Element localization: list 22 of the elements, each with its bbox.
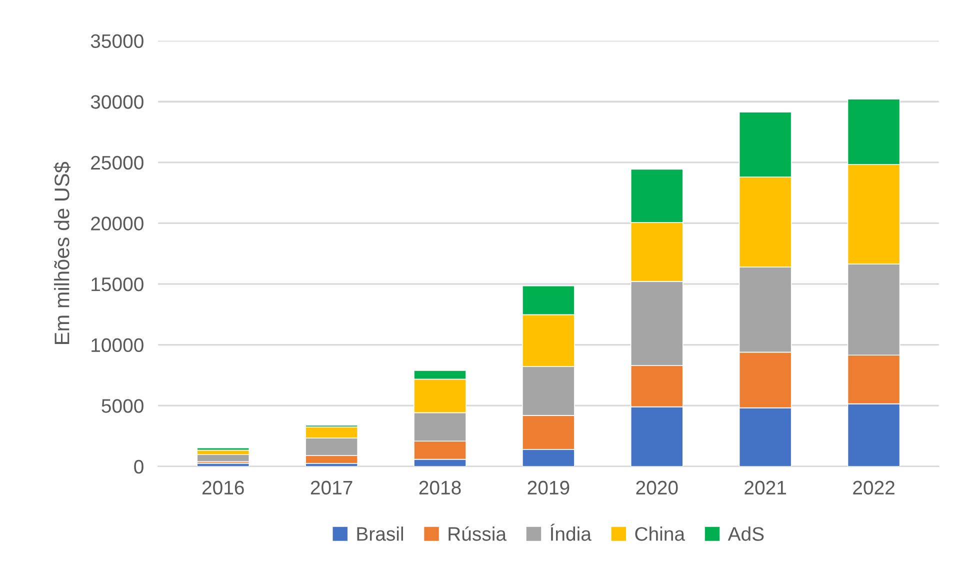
x-tick-label: 2018 — [419, 480, 461, 495]
y-tick-label: 5000 — [102, 399, 144, 413]
y-axis-title: Em milhões de US$ — [54, 162, 71, 344]
x-tick-label: 2021 — [744, 480, 786, 495]
legend-label: Brasil — [357, 526, 403, 541]
x-tick-label: 2016 — [202, 480, 244, 495]
y-tick-label: 20000 — [91, 216, 144, 230]
legend-label: Rússia — [448, 526, 507, 541]
y-tick-label: 0 — [134, 460, 144, 474]
y-tick-label: 10000 — [92, 338, 144, 352]
y-tick-label: 15000 — [92, 277, 144, 292]
x-tick-label: 2017 — [310, 480, 352, 495]
bar — [196, 447, 250, 451]
x-tick-label: 2019 — [528, 480, 570, 495]
y-tick-label: 30000 — [90, 95, 144, 109]
x-tick-label: 2020 — [636, 480, 678, 495]
y-tick-label: 25000 — [91, 156, 144, 170]
x-tick-label: 2022 — [853, 480, 894, 495]
legend-label: AdS — [728, 526, 764, 541]
y-tick-label: 35000 — [90, 34, 144, 48]
legend-label: China — [635, 526, 686, 541]
legend-label: Índia — [550, 524, 592, 541]
